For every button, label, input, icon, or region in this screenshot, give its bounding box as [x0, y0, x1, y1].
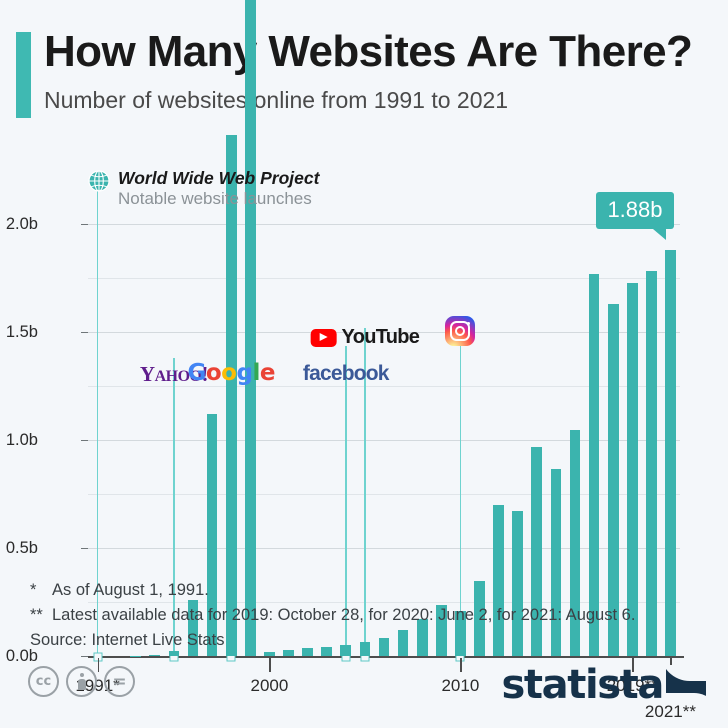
- bar[interactable]: [149, 655, 161, 656]
- gridline-minor: [88, 385, 680, 387]
- gridline-minor: [88, 493, 680, 495]
- youtube-wordmark: YouTube: [341, 326, 420, 348]
- bar[interactable]: [206, 414, 218, 656]
- x-axis-tick: [97, 658, 100, 672]
- bar[interactable]: [665, 249, 676, 656]
- gridline-major: [88, 547, 680, 549]
- gridline-major: [88, 223, 680, 225]
- y-axis-tick: [81, 223, 88, 225]
- footer: cc = statista: [0, 658, 728, 728]
- bar[interactable]: [435, 604, 447, 656]
- facebook-logo: facebook: [302, 362, 390, 385]
- bar[interactable]: [264, 652, 275, 656]
- footnote-2-marker: **: [30, 606, 43, 624]
- globe-icon: [88, 170, 110, 192]
- bar[interactable]: [646, 271, 657, 656]
- gridline-minor: [88, 277, 680, 279]
- person-glyph: [77, 673, 86, 690]
- youtube-logo: YouTube: [310, 326, 420, 349]
- cc-icon-label: cc: [35, 674, 52, 689]
- x-axis-tick: [460, 658, 462, 672]
- bar[interactable]: [340, 644, 352, 656]
- gridline-major: [88, 331, 680, 333]
- y-axis-tick: [81, 656, 88, 657]
- event-marker-line: [459, 318, 462, 656]
- x-axis-label: 2000: [250, 676, 289, 695]
- footnote-1-text: As of August 1, 1991.: [52, 581, 209, 599]
- bar[interactable]: [397, 629, 409, 656]
- header: How Many Websites Are There? Number of w…: [0, 22, 728, 132]
- bar[interactable]: [607, 303, 619, 656]
- event-marker-line: [364, 328, 366, 656]
- youtube-play-icon: [310, 328, 337, 347]
- y-axis-label: 0.0b: [5, 647, 38, 665]
- bar[interactable]: [359, 641, 371, 656]
- statista-wordmark: statista: [501, 662, 665, 708]
- event-marker-line: [173, 358, 175, 656]
- statista-mark-icon: [666, 665, 706, 705]
- creative-commons-icons: cc =: [28, 666, 135, 697]
- bar[interactable]: [626, 283, 638, 656]
- bar[interactable]: [455, 611, 466, 656]
- bar[interactable]: [168, 650, 180, 656]
- bar[interactable]: [302, 647, 313, 656]
- x-axis-line: [88, 656, 684, 658]
- bar[interactable]: [474, 581, 485, 656]
- gridline-major: [88, 439, 680, 441]
- footnotes: * As of August 1, 1991. ** Latest availabl…: [30, 578, 720, 653]
- y-axis-label: 1.0b: [5, 430, 38, 449]
- event-marker-line: [96, 188, 99, 656]
- bar[interactable]: [569, 430, 581, 656]
- legend-subtitle: Notable website launches: [118, 189, 312, 208]
- bar[interactable]: [531, 446, 543, 656]
- bar[interactable]: [244, 0, 256, 656]
- bar[interactable]: [187, 600, 199, 656]
- bar[interactable]: [283, 649, 294, 656]
- bar[interactable]: [225, 134, 237, 656]
- bar[interactable]: [588, 274, 600, 656]
- y-axis-label: 2.0b: [5, 214, 38, 233]
- footnote-1: * As of August 1, 1991.: [30, 578, 720, 603]
- cc-noderivs-label: =: [112, 671, 127, 692]
- page-subtitle: Number of websites online from 1991 to 2…: [44, 87, 509, 113]
- x-axis-tick: [269, 658, 271, 672]
- bar[interactable]: [550, 469, 562, 656]
- x-axis-label: 2010: [441, 676, 480, 695]
- google-logo: Google: [187, 360, 275, 386]
- footnote-2: ** Latest available data for 2019: Octobe…: [30, 603, 720, 628]
- footnote-2-text: Latest available data for 2019: October …: [52, 606, 636, 624]
- instagram-logo: [445, 316, 476, 346]
- bar-series: [88, 0, 680, 656]
- bar[interactable]: [416, 618, 428, 656]
- statista-logo[interactable]: statista: [502, 662, 706, 708]
- y-axis-label: 1.5b: [5, 322, 38, 341]
- y-axis-tick: [81, 439, 88, 441]
- bar[interactable]: [321, 647, 333, 656]
- x-axis-label: 2019**: [606, 676, 658, 695]
- x-axis-label: 2021**: [644, 702, 696, 721]
- y-axis-label: 0.5b: [5, 538, 38, 557]
- footnote-1-marker: *: [30, 581, 37, 599]
- cc-icon[interactable]: cc: [28, 666, 59, 697]
- source-line: Source: Internet Live Stats: [30, 631, 225, 649]
- cc-attribution-icon[interactable]: [66, 666, 97, 697]
- event-marker-line: [345, 346, 347, 656]
- bar[interactable]: [378, 637, 390, 656]
- gridline-minor: [88, 601, 680, 603]
- yahoo-logo: YAHOO!: [139, 362, 209, 386]
- bar[interactable]: [512, 510, 524, 656]
- bar[interactable]: [493, 505, 504, 656]
- y-axis-tick: [81, 547, 88, 549]
- page-title: How Many Websites Are There?: [44, 27, 693, 76]
- y-axis-tick: [81, 331, 88, 333]
- title-accent-bar: [16, 32, 31, 118]
- value-callout: 1.88b: [596, 191, 674, 240]
- instagram-camera-icon: [445, 316, 476, 346]
- cc-noderivs-icon[interactable]: =: [104, 666, 135, 697]
- legend-title: World Wide Web Project: [118, 168, 320, 188]
- x-axis-tick: [632, 658, 634, 672]
